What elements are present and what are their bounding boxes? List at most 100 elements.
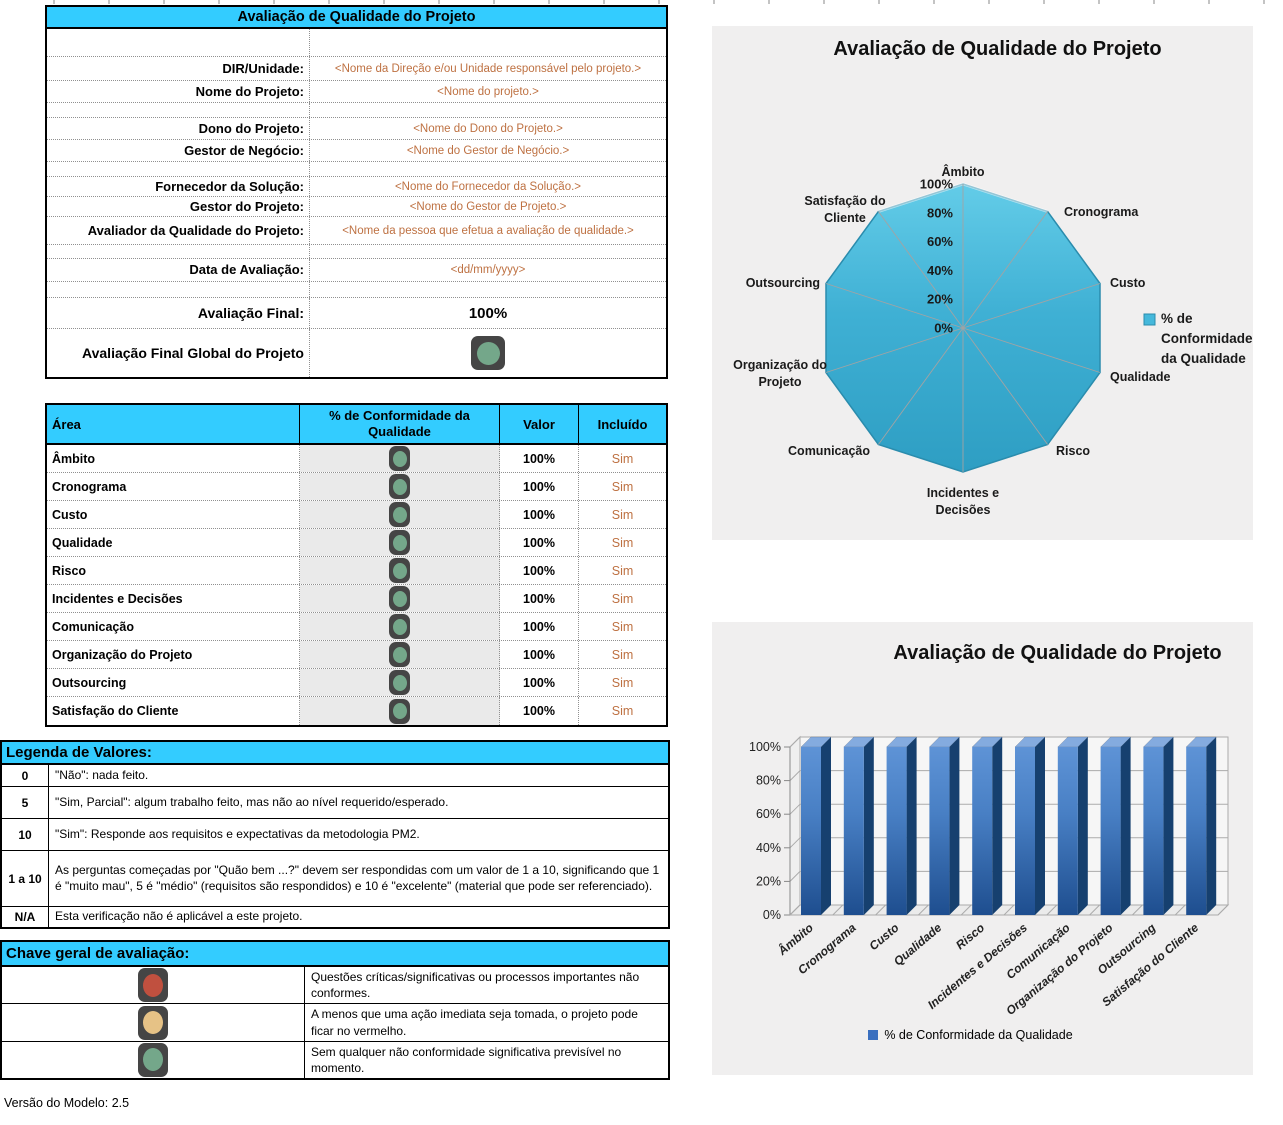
bar-side-face [992,737,1003,915]
form-row: Avaliação Final: 100% [47,298,666,329]
form-field-value[interactable]: <Nome do Gestor de Negócio.> [406,144,570,157]
status-light-green-icon [389,530,410,555]
bar-side-face [821,737,831,915]
radar-category-label: Risco [1056,444,1090,458]
form-field-value[interactable]: <Nome do projeto.> [437,85,539,98]
form-field-label: Fornecedor da Solução: [47,177,310,196]
area-table-row: Cronograma 100% Sim [47,473,666,501]
form-row [47,245,666,259]
form-field-label: Dono do Projeto: [47,118,310,139]
form-field-value[interactable]: <Nome da Direção e/ou Unidade responsáve… [334,62,642,75]
area-conformity-cell [300,501,500,528]
bar-side-face [863,737,874,915]
area-table-row: Custo 100% Sim [47,501,666,529]
radar-category-label: Cliente [824,211,866,225]
area-incluido-cell[interactable]: Sim [611,451,634,466]
form-field-value[interactable]: <Nome do Dono do Projeto.> [413,122,563,135]
bar-floor-separator [1046,904,1058,916]
bar-chart-title: Avaliação de Qualidade do Projeto [893,642,1222,664]
radar-tick-label: 0% [934,321,953,336]
rating-key-text: A menos que uma ação imediata seja tomad… [311,1007,638,1038]
radar-tick-label: 100% [920,177,954,192]
radar-chart-title: Avaliação de Qualidade do Projeto [833,38,1162,60]
area-incluido-cell[interactable]: Sim [611,563,634,578]
area-table-row: Âmbito 100% Sim [47,445,666,473]
form-row [47,282,666,298]
area-table-header: Área % de Conformidade da Qualidade Valo… [47,405,666,445]
bar-x-category-label: Risco [953,921,987,953]
form-field-value[interactable]: <Nome da pessoa que efetua a avaliação d… [342,224,634,237]
radar-spoke [825,283,964,329]
area-incluido-cell[interactable]: Sim [611,704,634,718]
area-incluido-cell[interactable]: Sim [611,479,634,494]
form-field-value [310,329,666,377]
area-incluido-cell[interactable]: Sim [611,535,634,550]
area-incluido-cell[interactable]: Sim [611,647,634,662]
form-field-value[interactable]: <dd/mm/yyyy> [450,264,526,276]
light-dot [392,618,407,635]
form-field-label [47,162,310,176]
area-valor-cell: 100% [500,613,579,640]
radar-spoke [962,211,1048,329]
radar-category-label: Comunicação [788,444,870,458]
form-row: Nome do Projeto: <Nome do projeto.> [47,81,666,103]
bar-front-face [801,747,821,915]
area-incluido-cell[interactable]: Sim [611,619,634,634]
area-incluido-cell[interactable]: Sim [611,507,634,522]
radar-category-label: Satisfação do [804,194,886,208]
area-valor-cell: 100% [500,585,579,612]
bar-front-face [1057,747,1078,915]
radar-tick-label: 60% [927,234,953,249]
radar-spoke [878,211,964,329]
radar-chart-panel: Avaliação de Qualidade do Projeto 100% 80… [712,26,1253,540]
light-dot [392,534,407,551]
radar-spoke [962,283,1101,329]
status-light-green-icon [389,698,410,724]
form-field-label: Nome do Projeto: [47,81,310,102]
bar-floor-separator [960,904,972,916]
rating-key-title: Chave geral de avaliação: [2,942,668,967]
area-table-row: Risco 100% Sim [47,557,666,585]
radar-category-label: Cronograma [1064,205,1139,219]
bar-grid-connector [789,803,801,815]
rating-key-row: A menos que uma ação imediata seja tomad… [2,1004,668,1042]
status-light-green-icon [389,558,410,583]
form-field-label: Avaliação Final Global do Projeto [47,329,310,377]
form-field-value[interactable]: <Nome do Fornecedor da Solução.> [394,180,582,193]
light-dot [143,973,163,997]
legend-value-row: 0 "Não": nada feito. [2,765,668,787]
form-field-value [310,162,666,176]
legend-value-key: 5 [2,787,49,818]
form-field-label: Avaliação Final: [47,298,310,328]
area-valor-cell: 100% [500,473,579,500]
area-incluido-cell[interactable]: Sim [611,675,634,690]
light-dot [392,590,407,607]
area-table-row: Outsourcing 100% Sim [47,669,666,697]
bar-floor-separator [1217,904,1229,916]
bar-floor-separator [1174,904,1186,916]
legend-value-text: "Sim": Responde aos requisitos e expecta… [55,826,420,841]
bar-y-tick-label: 80% [756,774,781,788]
sheet-gridline-strip [0,0,1283,4]
area-conformity-cell [300,473,500,500]
form-field-label: Gestor de Negócio: [47,140,310,161]
status-light-green-icon [389,614,410,639]
form-row: Avaliação Final Global do Projeto [47,329,666,377]
bar-grid-connector [789,837,801,849]
form-field-value: 100% [468,304,508,322]
area-conformity-cell [300,641,500,668]
bar-y-tick-label: 40% [756,841,781,855]
bar-y-tick-label: 100% [749,740,781,754]
form-row [47,103,666,118]
area-incluido-cell[interactable]: Sim [611,591,634,606]
radar-tick-label: 80% [927,205,953,220]
status-light-green-icon [389,446,410,471]
bar-side-face [949,737,960,915]
form-title: Avaliação de Qualidade do Projeto [47,7,666,29]
form-field-label: Avaliador da Qualidade do Projeto: [47,217,310,244]
bar-floor-separator [875,904,886,916]
form-field-value[interactable]: <Nome do Gestor de Projeto.> [409,200,567,213]
form-row: Data de Avaliação: <dd/mm/yyyy> [47,259,666,282]
form-row: Dono do Projeto: <Nome do Dono do Projeto… [47,118,666,140]
